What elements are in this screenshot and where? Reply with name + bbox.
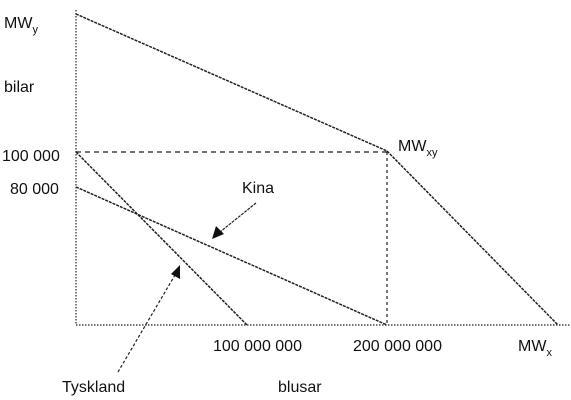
china-arrowhead bbox=[212, 226, 224, 239]
x-axis-label: blusar bbox=[278, 379, 322, 396]
china-arrow bbox=[219, 202, 257, 233]
tick-100000000: 100 000 000 bbox=[213, 338, 302, 355]
tick-200000000: 200 000 000 bbox=[353, 338, 442, 355]
mw-xy-label: MWxy bbox=[398, 138, 438, 159]
world-ppf-lower bbox=[386, 150, 559, 326]
tick-80000: 80 000 bbox=[10, 181, 59, 198]
germany-ppf bbox=[75, 151, 248, 326]
mw-y-label: MWy bbox=[4, 15, 38, 36]
y-axis-label: bilar bbox=[4, 79, 35, 96]
germany-label: Tyskland bbox=[62, 379, 125, 396]
tick-100000: 100 000 bbox=[2, 148, 60, 165]
mw-x-label: MWx bbox=[518, 338, 552, 359]
germany-arrow bbox=[117, 274, 176, 373]
world-ppf-upper bbox=[75, 13, 388, 152]
germany-arrowhead bbox=[171, 265, 180, 279]
china-label: Kina bbox=[242, 180, 274, 197]
china-ppf bbox=[75, 186, 388, 326]
